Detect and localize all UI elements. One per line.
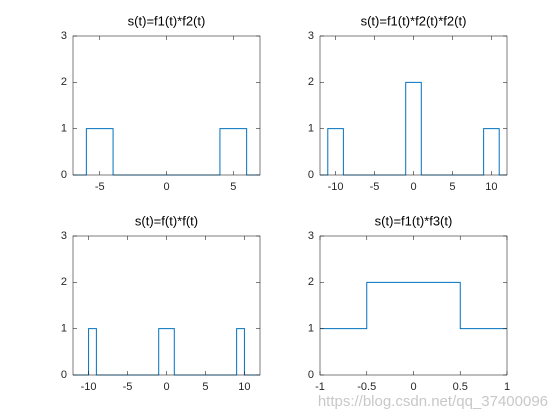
x-tick-label: 0 [163, 381, 169, 393]
watermark: https://blog.csdn.net/qq_37400096 [318, 393, 548, 410]
y-tick-label: 3 [61, 230, 67, 242]
axes-background [320, 236, 507, 375]
x-tick-label: -5 [123, 381, 133, 393]
axes-title: s(t)=f(t)*f(t) [135, 213, 198, 228]
signal-line [320, 281, 507, 330]
axes-background [73, 36, 260, 175]
x-tick-label: 5 [230, 181, 236, 193]
y-tick-label: 1 [61, 323, 67, 335]
axes-title: s(t)=f1(t)*f2(t)*f2(t) [361, 13, 467, 28]
x-tick-label: -1 [315, 381, 325, 393]
signal-line [320, 81, 507, 176]
x-tick-label: -5 [95, 181, 105, 193]
y-tick-label: 1 [61, 123, 67, 135]
x-tick-label: 0 [410, 181, 416, 193]
x-tick-label: -0.5 [357, 381, 376, 393]
x-tick-label: 0.5 [453, 381, 468, 393]
y-tick-label: 0 [308, 169, 314, 181]
x-tick-label: 0 [163, 181, 169, 193]
y-tick-label: 1 [308, 123, 314, 135]
y-tick-label: 3 [61, 30, 67, 42]
axes-background [320, 36, 507, 175]
x-tick-label: -10 [328, 181, 344, 193]
y-tick-label: 1 [308, 323, 314, 335]
y-tick-label: 2 [61, 276, 67, 288]
x-tick-label: 5 [449, 181, 455, 193]
x-tick-label: 10 [238, 381, 250, 393]
y-tick-label: 3 [308, 230, 314, 242]
axes-title: s(t)=f1(t)*f3(t) [375, 213, 453, 228]
y-tick-label: 2 [308, 76, 314, 88]
y-tick-label: 0 [61, 369, 67, 381]
x-tick-label: -10 [81, 381, 97, 393]
y-tick-label: 2 [308, 276, 314, 288]
x-tick-label: -5 [370, 181, 380, 193]
x-tick-label: 0 [410, 381, 416, 393]
y-tick-label: 2 [61, 76, 67, 88]
y-tick-label: 0 [308, 369, 314, 381]
y-tick-label: 3 [308, 30, 314, 42]
axes-title: s(t)=f1(t)*f2(t) [128, 13, 206, 28]
y-tick-label: 0 [61, 169, 67, 181]
signal-line [73, 328, 260, 376]
x-tick-label: 1 [504, 381, 510, 393]
x-tick-label: 10 [485, 181, 497, 193]
x-tick-label: 5 [202, 381, 208, 393]
axes-background [73, 236, 260, 375]
